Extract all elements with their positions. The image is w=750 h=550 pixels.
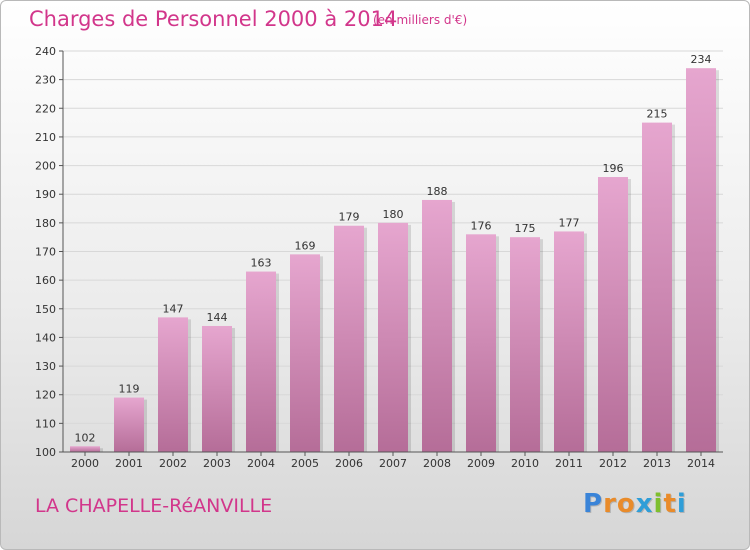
logo-letter: P (583, 489, 604, 519)
data-label: 176 (471, 219, 492, 232)
x-tick-label: 2004 (247, 457, 275, 470)
y-tick-label: 110 (35, 417, 56, 430)
bar (378, 222, 408, 452)
y-tick-label: 210 (35, 131, 56, 144)
data-label: 119 (119, 383, 140, 396)
bar (70, 446, 100, 452)
data-label: 234 (691, 53, 712, 66)
axes (59, 50, 723, 456)
bar (686, 68, 716, 452)
bar (510, 237, 540, 452)
y-tick-label: 200 (35, 160, 56, 173)
data-label: 215 (647, 108, 668, 121)
x-tick-label: 2008 (423, 457, 451, 470)
y-tick-label: 140 (35, 331, 56, 344)
logo-letter: i (676, 489, 687, 519)
bar (246, 271, 276, 452)
x-tick-label: 2010 (511, 457, 539, 470)
bar (466, 234, 496, 452)
data-label: 180 (383, 208, 404, 221)
y-tick-label: 170 (35, 246, 56, 259)
data-label: 177 (559, 216, 580, 229)
y-tick-label: 230 (35, 74, 56, 87)
data-label: 163 (251, 257, 272, 270)
y-tick-label: 190 (35, 188, 56, 201)
data-label: 196 (603, 162, 624, 175)
logo-letter: i (653, 489, 664, 519)
chart-title: Charges de Personnel 2000 à 2014 (29, 7, 398, 31)
x-tick-label: 2000 (71, 457, 99, 470)
bar (334, 225, 364, 452)
bar (422, 199, 452, 452)
bar (202, 325, 232, 452)
bar (114, 397, 144, 452)
x-tick-label: 2002 (159, 457, 187, 470)
x-tick-label: 2009 (467, 457, 495, 470)
proxiti-logo[interactable]: Proxiti (583, 489, 687, 519)
y-tick-label: 160 (35, 274, 56, 287)
x-tick-label: 2005 (291, 457, 319, 470)
x-tick-label: 2006 (335, 457, 363, 470)
data-label: 179 (339, 211, 360, 224)
data-label: 188 (427, 185, 448, 198)
x-tick-label: 2003 (203, 457, 231, 470)
logo-letter: r (603, 489, 617, 519)
y-tick-label: 150 (35, 303, 56, 316)
bar (598, 177, 628, 452)
labels: 100 110 120 130 140 150 160 170 180 190 200 210 220 2… (35, 45, 715, 470)
bar (642, 122, 672, 452)
data-label: 169 (295, 239, 316, 252)
bar (158, 317, 188, 452)
chart-subtitle: (en milliers d'€) (373, 13, 468, 27)
bar (554, 231, 584, 452)
y-tick-label: 120 (35, 389, 56, 402)
data-label: 102 (75, 431, 96, 444)
data-label: 175 (515, 222, 536, 235)
x-tick-label: 2014 (687, 457, 715, 470)
data-label: 144 (207, 311, 228, 324)
x-tick-label: 2011 (555, 457, 583, 470)
logo-letter: o (616, 489, 636, 519)
bars (70, 68, 719, 452)
logo-letter: t (663, 489, 677, 519)
x-tick-label: 2012 (599, 457, 627, 470)
logo-letter: x (635, 489, 654, 519)
data-label: 147 (163, 302, 184, 315)
y-tick-label: 240 (35, 45, 56, 58)
x-tick-label: 2001 (115, 457, 143, 470)
y-tick-label: 220 (35, 102, 56, 115)
x-tick-label: 2007 (379, 457, 407, 470)
location-label: LA CHAPELLE-RéANVILLE (35, 495, 273, 517)
x-tick-label: 2013 (643, 457, 671, 470)
y-tick-label: 180 (35, 217, 56, 230)
y-tick-label: 130 (35, 360, 56, 373)
bar (290, 254, 320, 452)
y-tick-label: 100 (35, 446, 56, 459)
